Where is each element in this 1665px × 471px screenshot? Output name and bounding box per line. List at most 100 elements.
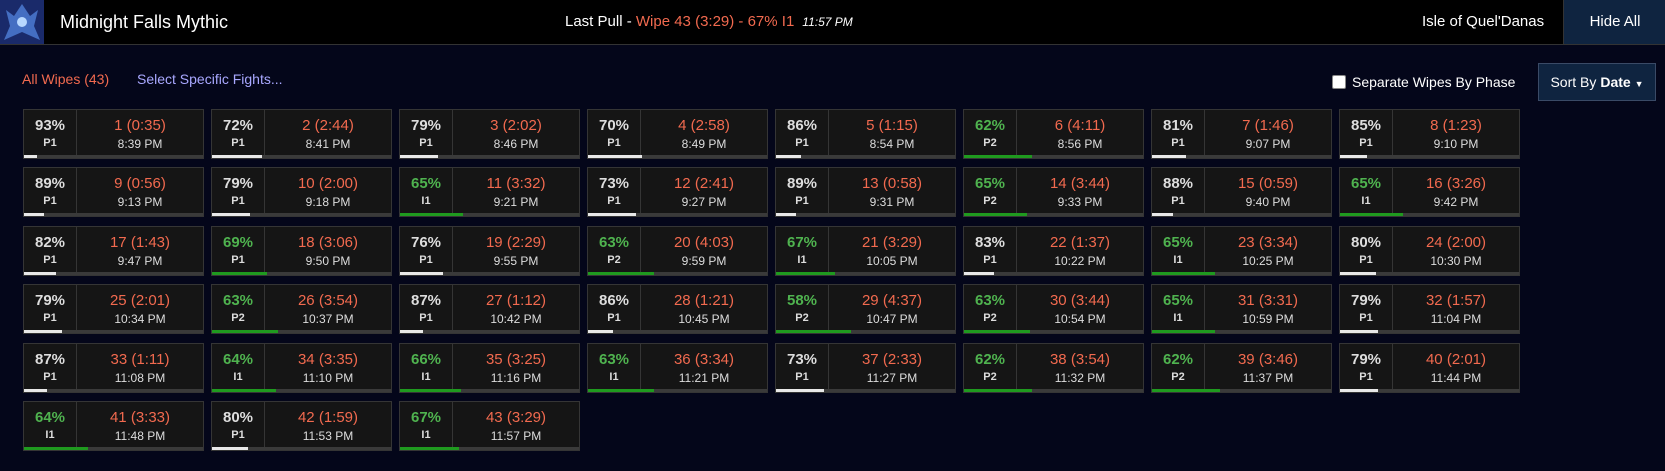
percent-cell: 70% P1 [588, 110, 641, 156]
hide-all-button[interactable]: Hide All [1563, 0, 1665, 44]
fight-card[interactable]: 70% P1 4 (2:58) 8:49 PM [587, 109, 768, 159]
percent: 63% [222, 292, 254, 310]
progress-fill [24, 271, 57, 275]
fight-card[interactable]: 88% P1 15 (0:59) 9:40 PM [1151, 167, 1332, 218]
fight-cell: 29 (4:37) 10:47 PM [829, 285, 955, 331]
progress-fill [776, 271, 836, 275]
fight-card[interactable]: 63% P2 26 (3:54) 10:37 PM [211, 284, 392, 335]
fight-time: 11:37 PM [1242, 370, 1294, 385]
fight-card[interactable]: 80% P1 42 (1:59) 11:53 PM [211, 401, 392, 451]
fight-card[interactable]: 79% P1 25 (2:01) 10:34 PM [23, 284, 204, 335]
fight-time: 9:47 PM [117, 253, 163, 268]
fight-time: 11:48 PM [114, 429, 166, 443]
fight-card[interactable]: 86% P1 28 (1:21) 10:45 PM [587, 284, 768, 335]
percent: 80% [222, 409, 254, 426]
phase: I1 [45, 429, 55, 441]
fight-card[interactable]: 66% I1 35 (3:25) 11:16 PM [399, 342, 580, 393]
percent: 87% [34, 350, 66, 368]
fight-card[interactable]: 79% P1 32 (1:57) 11:04 PM [1339, 284, 1520, 335]
phase: I1 [233, 370, 243, 383]
fight-card[interactable]: 85% P1 8 (1:23) 9:10 PM [1339, 109, 1520, 159]
percent: 62% [974, 117, 1006, 134]
phase: I1 [421, 429, 431, 441]
phase: P2 [983, 195, 997, 208]
fight-card[interactable]: 58% P2 29 (4:37) 10:47 PM [775, 284, 956, 335]
fight-time: 11:04 PM [1430, 312, 1482, 327]
fight-time: 10:54 PM [1054, 312, 1106, 327]
phase: P1 [231, 429, 245, 441]
fight-card[interactable]: 67% I1 43 (3:29) 11:57 PM [399, 401, 580, 451]
fight-label: 18 (3:06) [297, 233, 359, 251]
all-wipes-link[interactable]: All Wipes (43) [22, 71, 110, 87]
fight-card[interactable]: 65% I1 16 (3:26) 9:42 PM [1339, 167, 1520, 218]
fight-card[interactable]: 65% I1 23 (3:34) 10:25 PM [1151, 225, 1332, 276]
fight-card[interactable]: 62% P2 6 (4:11) 8:56 PM [963, 109, 1144, 159]
fight-time: 10:37 PM [302, 312, 354, 327]
fight-card[interactable]: 63% I1 36 (3:34) 11:21 PM [587, 342, 768, 393]
fight-card[interactable]: 65% I1 31 (3:31) 10:59 PM [1151, 284, 1332, 335]
sort-button[interactable]: Sort By Date ▼ [1538, 63, 1656, 101]
percent: 76% [410, 233, 442, 251]
fight-cell: 38 (3:54) 11:32 PM [1017, 344, 1143, 390]
fight-label: 28 (1:21) [673, 292, 735, 310]
fight-card[interactable]: 87% P1 33 (1:11) 11:08 PM [23, 342, 204, 393]
fight-time: 9:31 PM [869, 195, 915, 210]
progress-track [964, 155, 1143, 158]
fight-card[interactable]: 76% P1 19 (2:29) 9:55 PM [399, 225, 580, 276]
fight-card[interactable]: 67% I1 21 (3:29) 10:05 PM [775, 225, 956, 276]
fight-card[interactable]: 89% P1 13 (0:58) 9:31 PM [775, 167, 956, 218]
progress-fill [1340, 213, 1403, 217]
fight-card[interactable]: 79% P1 10 (2:00) 9:18 PM [211, 167, 392, 218]
fight-card[interactable]: 72% P1 2 (2:44) 8:41 PM [211, 109, 392, 159]
progress-track [588, 330, 767, 334]
fight-card[interactable]: 65% I1 11 (3:32) 9:21 PM [399, 167, 580, 218]
percent: 66% [410, 350, 442, 368]
fight-card[interactable]: 69% P1 18 (3:06) 9:50 PM [211, 225, 392, 276]
fight-label: 32 (1:57) [1425, 292, 1487, 310]
progress-track [964, 330, 1143, 334]
fight-card[interactable]: 73% P1 37 (2:33) 11:27 PM [775, 342, 956, 393]
fight-card[interactable]: 62% P2 39 (3:46) 11:37 PM [1151, 342, 1332, 393]
fight-card[interactable]: 63% P2 20 (4:03) 9:59 PM [587, 225, 768, 276]
progress-track [24, 330, 203, 334]
fight-cell: 3 (2:02) 8:46 PM [453, 110, 579, 156]
fight-card[interactable]: 65% P2 14 (3:44) 9:33 PM [963, 167, 1144, 218]
checkbox[interactable] [1332, 75, 1346, 89]
fight-card[interactable]: 79% P1 3 (2:02) 8:46 PM [399, 109, 580, 159]
fight-card[interactable]: 93% P1 1 (0:35) 8:39 PM [23, 109, 204, 159]
fight-card[interactable]: 64% I1 41 (3:33) 11:48 PM [23, 401, 204, 451]
progress-track [1340, 388, 1519, 392]
percent: 65% [974, 175, 1006, 193]
fight-cell: 40 (2:01) 11:44 PM [1393, 344, 1519, 390]
percent: 73% [786, 350, 818, 368]
fight-time: 10:22 PM [1054, 253, 1106, 268]
fight-card[interactable]: 80% P1 24 (2:00) 10:30 PM [1339, 225, 1520, 276]
progress-track [212, 213, 391, 217]
progress-track [776, 330, 955, 334]
percent-cell: 79% P1 [24, 285, 77, 332]
progress-fill [212, 271, 268, 275]
select-fights-link[interactable]: Select Specific Fights... [137, 71, 283, 87]
fight-card[interactable]: 83% P1 22 (1:37) 10:22 PM [963, 225, 1144, 276]
fight-card[interactable]: 87% P1 27 (1:12) 10:42 PM [399, 284, 580, 335]
percent: 93% [34, 117, 66, 134]
fight-cell: 6 (4:11) 8:56 PM [1017, 110, 1143, 156]
fight-card[interactable]: 73% P1 12 (2:41) 9:27 PM [587, 167, 768, 218]
progress-fill [964, 388, 1033, 392]
separate-phase-toggle[interactable]: Separate Wipes By Phase [1332, 74, 1515, 90]
fight-card[interactable]: 86% P1 5 (1:15) 8:54 PM [775, 109, 956, 159]
progress-track [588, 155, 767, 158]
percent: 89% [34, 175, 66, 193]
fight-card[interactable]: 89% P1 9 (0:56) 9:13 PM [23, 167, 204, 218]
fight-card[interactable]: 64% I1 34 (3:35) 11:10 PM [211, 342, 392, 393]
fight-card[interactable]: 82% P1 17 (1:43) 9:47 PM [23, 225, 204, 276]
phase: P1 [795, 137, 809, 149]
fight-card[interactable]: 79% P1 40 (2:01) 11:44 PM [1339, 342, 1520, 393]
fight-card[interactable]: 81% P1 7 (1:46) 9:07 PM [1151, 109, 1332, 159]
phase: P2 [607, 253, 621, 266]
fight-card[interactable]: 63% P2 30 (3:44) 10:54 PM [963, 284, 1144, 335]
fight-label: 21 (3:29) [861, 233, 923, 251]
percent-cell: 63% P2 [964, 285, 1017, 332]
fight-label: 34 (3:35) [297, 350, 359, 368]
fight-card[interactable]: 62% P2 38 (3:54) 11:32 PM [963, 342, 1144, 393]
